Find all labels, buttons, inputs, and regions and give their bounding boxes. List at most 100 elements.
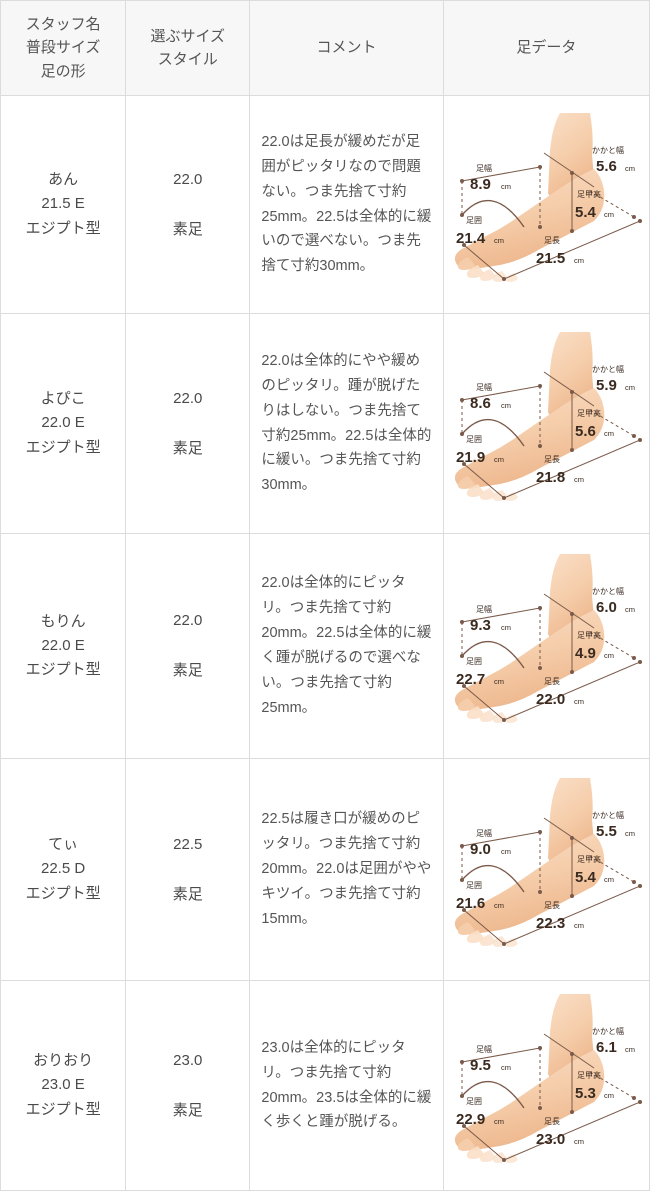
table-row-2: よぴこ 22.0 E エジプト型 22.0 素足 22.0は全体的にやや緩めのピ… (0, 313, 650, 534)
value-foot-width: 9.3 (470, 617, 491, 634)
unit-foot-width: cm (501, 182, 511, 191)
value-foot-length: 22.0 (536, 691, 565, 708)
chosen-size: 22.0 (173, 170, 203, 188)
unit-heel-width: cm (625, 1045, 635, 1054)
label-foot-width: 足幅 (476, 163, 492, 173)
foot-measurement-diagram: 足幅 9.3 cm かかと幅 6.0 cm 足甲高 4.9 cm 足囲 22.7… (455, 554, 643, 723)
wearing-style: 素足 (172, 885, 203, 903)
label-foot-length: 足長 (544, 236, 560, 245)
unit-foot-length: cm (574, 1137, 584, 1146)
table-row-4: てぃ 22.5 D エジプト型 22.5 素足 22.5は履き口が緩めのピッタリ… (0, 758, 650, 981)
value-foot-girth: 22.9 (456, 1111, 485, 1128)
staff-name: おりおり (33, 1052, 94, 1070)
cell-foot-data: 足幅 8.6 cm かかと幅 5.9 cm 足甲高 5.6 cm 足囲 21.9… (442, 313, 650, 534)
unit-foot-girth: cm (494, 677, 504, 686)
label-heel-width: かかと幅 (592, 145, 624, 155)
label-foot-length: 足長 (544, 455, 560, 464)
chosen-size: 23.0 (173, 1051, 203, 1069)
table-header-row: スタッフ名 普段サイズ 足の形 選ぶサイズ スタイル コメント 足データ (0, 0, 650, 96)
unit-foot-girth: cm (494, 455, 504, 464)
label-heel-width: かかと幅 (592, 810, 624, 820)
unit-foot-width: cm (501, 623, 511, 632)
chosen-size: 22.0 (173, 612, 203, 629)
unit-instep-height: cm (604, 1091, 614, 1100)
wearing-style: 素足 (172, 439, 203, 457)
unit-heel-width: cm (625, 605, 635, 614)
unit-foot-length: cm (574, 697, 584, 706)
column-header-staff: スタッフ名 普段サイズ 足の形 (0, 0, 127, 96)
label-instep-height: 足甲高 (577, 408, 601, 418)
value-heel-width: 5.9 (596, 377, 617, 394)
comment-text: 22.5は履き口が緩めのピッタリ。つま先捨て寸約20mm。22.0は足囲がややキ… (261, 811, 432, 927)
foot-diagram: 足幅 8.6 cm かかと幅 5.9 cm 足甲高 5.6 cm 足囲 21.9… (444, 326, 648, 522)
foot-illustration (455, 331, 605, 501)
measure-endpoints (460, 606, 643, 722)
foot-measurement-diagram: 足幅 9.5 cm かかと幅 6.1 cm 足甲高 5.3 cm 足囲 22.9… (455, 993, 643, 1163)
unit-foot-width: cm (501, 401, 511, 410)
foot-measurement-diagram: 足幅 8.6 cm かかと幅 5.9 cm 足甲高 5.6 cm 足囲 21.9… (455, 331, 643, 501)
column-header-comment: コメント (249, 0, 444, 96)
label-instep-height: 足甲高 (577, 854, 601, 864)
value-instep-height: 4.9 (575, 645, 596, 662)
unit-instep-height: cm (604, 429, 614, 438)
unit-foot-length: cm (574, 256, 584, 265)
foot-shape: エジプト型 (25, 219, 101, 237)
cell-size: 23.0 素足 (125, 980, 251, 1191)
label-heel-width: かかと幅 (592, 1026, 624, 1036)
unit-foot-girth: cm (494, 901, 504, 910)
value-heel-width: 5.6 (596, 158, 617, 175)
column-header-staff-line2: 普段サイズ (25, 39, 101, 57)
comment-text: 23.0は全体的にピッタリ。つま先捨て寸約20mm。23.5は全体的に緩く歩くと… (261, 1039, 432, 1131)
label-instep-height: 足甲高 (577, 189, 601, 199)
value-heel-width: 5.5 (596, 823, 617, 840)
measure-endpoints (460, 829, 643, 946)
label-instep-height: 足甲高 (577, 630, 601, 640)
value-foot-width: 8.6 (470, 395, 491, 412)
value-instep-height: 5.6 (575, 423, 596, 440)
value-foot-length: 22.3 (536, 915, 565, 932)
table-row-5: おりおり 23.0 E エジプト型 23.0 素足 23.0は全体的にピッタリ。… (0, 980, 650, 1191)
cell-staff: てぃ 22.5 D エジプト型 (0, 758, 127, 981)
label-foot-width: 足幅 (476, 604, 492, 614)
value-instep-height: 5.4 (575, 869, 597, 886)
cell-foot-data: 足幅 8.9 cm かかと幅 5.6 cm 足甲高 5.4 cm 足囲 21.4… (442, 95, 650, 314)
value-foot-width: 8.9 (470, 176, 491, 193)
cell-size: 22.0 素足 (125, 533, 251, 759)
column-header-size: 選ぶサイズ スタイル (125, 0, 251, 96)
value-foot-length: 21.5 (536, 250, 565, 267)
value-foot-girth: 22.7 (456, 671, 485, 688)
table-body: あん 21.5 E エジプト型 22.0 素足 22.0は足長が緩めだが足囲がピ… (0, 95, 650, 1191)
usual-size: 22.0 E (41, 636, 85, 654)
column-header-foot-data: 足データ (442, 0, 650, 96)
wearing-style: 素足 (172, 220, 203, 238)
usual-size: 22.0 E (41, 414, 85, 432)
foot-shape: エジプト型 (25, 1100, 101, 1118)
column-header-staff-line3: 足の形 (40, 62, 86, 80)
label-foot-width: 足幅 (476, 1044, 492, 1054)
comment-text: 22.0は全体的にやや緩めのピッタリ。踵が脱げたりはしない。つま先捨て寸約25m… (261, 352, 432, 494)
staff-name: もりん (40, 612, 86, 630)
label-foot-girth: 足囲 (466, 435, 482, 444)
label-foot-length: 足長 (544, 1117, 560, 1126)
unit-foot-width: cm (501, 847, 511, 856)
column-header-size-line2: スタイル (157, 51, 218, 68)
label-instep-height: 足甲高 (577, 1070, 601, 1080)
unit-instep-height: cm (604, 875, 614, 884)
label-foot-girth: 足囲 (466, 216, 482, 225)
foot-measurement-diagram: 足幅 9.0 cm かかと幅 5.5 cm 足甲高 5.4 cm 足囲 21.6… (455, 777, 643, 947)
foot-diagram: 足幅 9.5 cm かかと幅 6.1 cm 足甲高 5.3 cm 足囲 22.9… (444, 988, 648, 1184)
usual-size: 22.5 D (40, 860, 86, 878)
value-foot-width: 9.5 (470, 1057, 491, 1074)
label-foot-girth: 足囲 (466, 657, 482, 666)
label-foot-girth: 足囲 (466, 881, 482, 890)
measure-endpoints (460, 383, 643, 500)
label-foot-width: 足幅 (476, 382, 492, 392)
unit-foot-length: cm (574, 921, 584, 930)
value-instep-height: 5.4 (575, 204, 597, 221)
foot-illustration (455, 554, 605, 723)
cell-comment: 22.0は足長が緩めだが足囲がピッタリなので問題ない。つま先捨て寸約25mm。2… (249, 95, 444, 314)
foot-diagram: 足幅 9.3 cm かかと幅 6.0 cm 足甲高 4.9 cm 足囲 22.7… (444, 548, 648, 744)
foot-shape: エジプト型 (25, 661, 101, 679)
foot-measurement-diagram: 足幅 8.9 cm かかと幅 5.6 cm 足甲高 5.4 cm 足囲 21.4… (455, 112, 643, 282)
unit-heel-width: cm (625, 164, 635, 173)
